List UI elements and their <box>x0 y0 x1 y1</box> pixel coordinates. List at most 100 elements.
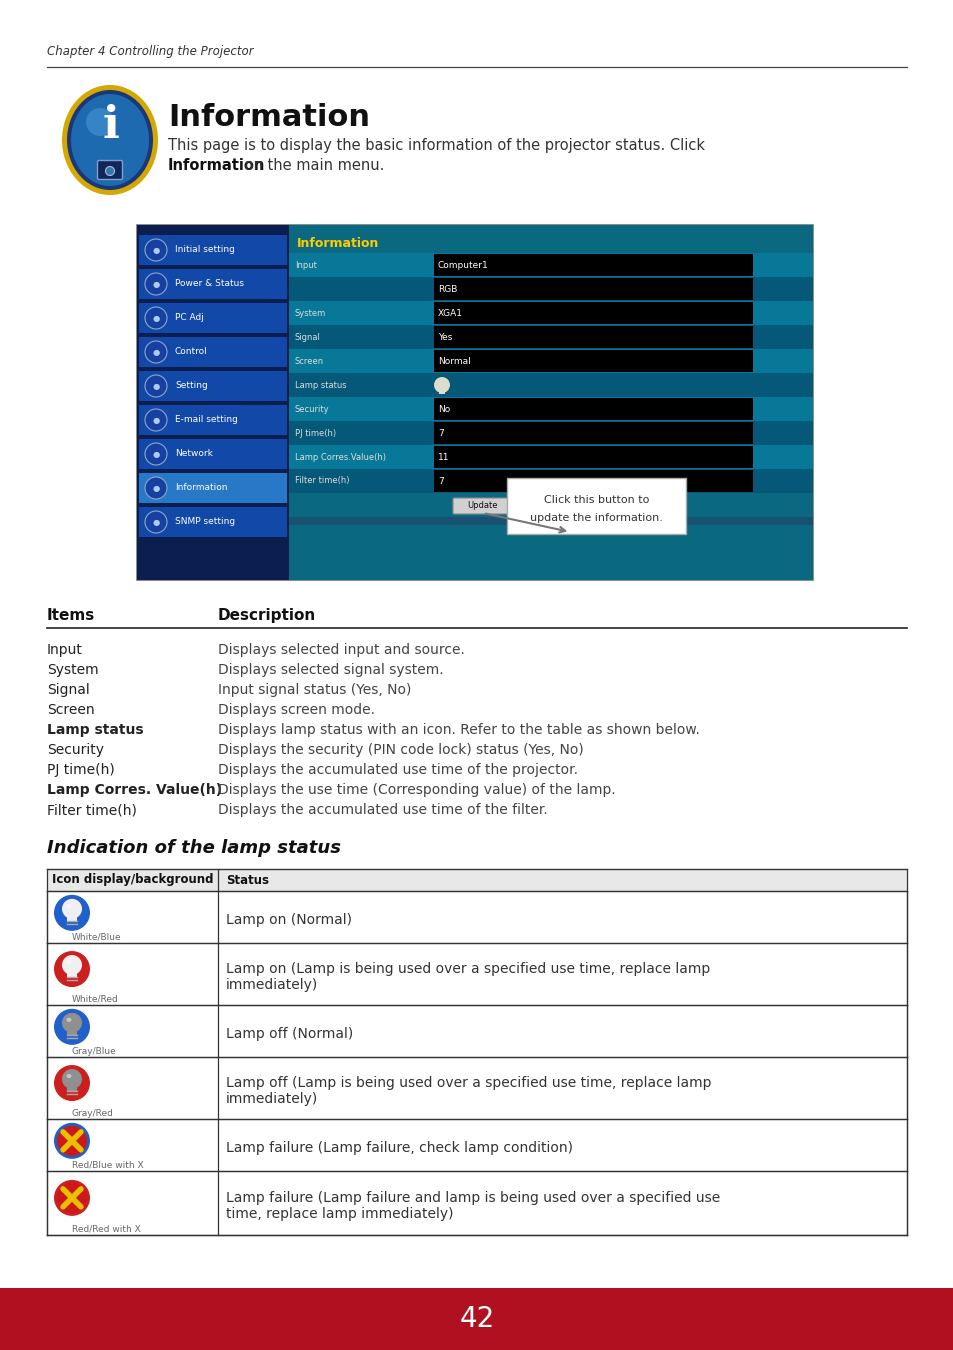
Circle shape <box>62 954 82 975</box>
Ellipse shape <box>67 1018 71 1022</box>
Bar <box>289 277 812 301</box>
Text: E-mail setting: E-mail setting <box>174 416 237 424</box>
Text: No: No <box>437 405 450 413</box>
Text: Chapter 4 Controlling the Projector: Chapter 4 Controlling the Projector <box>47 45 253 58</box>
Text: Power & Status: Power & Status <box>174 279 244 289</box>
Text: PJ time(h): PJ time(h) <box>47 763 114 778</box>
Circle shape <box>57 1126 87 1156</box>
Bar <box>139 235 287 265</box>
Text: White/Blue: White/Blue <box>71 933 121 942</box>
Text: ●: ● <box>152 483 159 493</box>
Bar <box>47 869 906 891</box>
Circle shape <box>145 477 167 500</box>
Bar <box>438 389 444 394</box>
Text: Input: Input <box>294 261 316 270</box>
Circle shape <box>145 512 167 533</box>
Bar <box>434 446 752 468</box>
Text: Network: Network <box>174 450 213 459</box>
Circle shape <box>145 443 167 464</box>
Bar <box>137 225 812 580</box>
FancyBboxPatch shape <box>97 161 122 180</box>
Text: Filter time(h): Filter time(h) <box>294 477 349 486</box>
Circle shape <box>145 306 167 329</box>
Circle shape <box>54 895 90 932</box>
Text: Lamp failure (Lamp failure and lamp is being used over a specified use: Lamp failure (Lamp failure and lamp is b… <box>226 1191 720 1206</box>
Ellipse shape <box>86 108 113 136</box>
Text: ●: ● <box>152 347 159 356</box>
Text: Yes: Yes <box>437 332 452 342</box>
Text: Information: Information <box>296 238 379 250</box>
Bar <box>67 968 77 977</box>
Text: on the main menu.: on the main menu. <box>240 158 384 173</box>
Text: i: i <box>103 104 119 147</box>
Text: Filter time(h): Filter time(h) <box>47 803 136 817</box>
Bar <box>47 891 906 944</box>
Bar <box>289 252 812 277</box>
Text: Lamp Corres. Value(h): Lamp Corres. Value(h) <box>47 783 222 796</box>
Text: Status: Status <box>226 873 269 887</box>
Text: Indication of the lamp status: Indication of the lamp status <box>47 838 340 857</box>
Bar <box>139 371 287 401</box>
Bar <box>434 398 752 420</box>
Bar <box>67 1083 77 1091</box>
Bar <box>289 325 812 350</box>
Text: ●: ● <box>152 279 159 289</box>
Bar <box>47 1057 906 1119</box>
Text: 7: 7 <box>437 477 443 486</box>
Bar <box>47 1170 906 1235</box>
Text: Displays selected signal system.: Displays selected signal system. <box>218 663 443 676</box>
Text: Information: Information <box>174 483 227 493</box>
Circle shape <box>66 1131 78 1143</box>
Text: ●: ● <box>152 382 159 390</box>
Bar <box>139 302 287 333</box>
FancyBboxPatch shape <box>506 478 685 535</box>
Ellipse shape <box>67 904 71 907</box>
Text: System: System <box>294 309 326 317</box>
Circle shape <box>145 409 167 431</box>
Text: Displays selected input and source.: Displays selected input and source. <box>218 643 464 657</box>
Text: immediately): immediately) <box>226 977 318 992</box>
Circle shape <box>62 1069 82 1089</box>
Bar <box>434 350 752 373</box>
Text: ●: ● <box>152 246 159 255</box>
Bar <box>434 470 752 491</box>
Text: Update: Update <box>467 501 497 510</box>
Text: Initial setting: Initial setting <box>174 246 234 255</box>
Circle shape <box>54 1065 90 1102</box>
Bar <box>137 225 289 580</box>
Bar <box>289 225 812 580</box>
Text: Security: Security <box>47 743 104 757</box>
Bar <box>434 423 752 444</box>
Text: Screen: Screen <box>294 356 324 366</box>
Text: Lamp on (Normal): Lamp on (Normal) <box>226 913 352 927</box>
Text: Red/Blue with X: Red/Blue with X <box>71 1161 144 1170</box>
Text: Gray/Red: Gray/Red <box>71 1108 113 1118</box>
Text: Setting: Setting <box>174 382 208 390</box>
Text: 7: 7 <box>437 428 443 437</box>
Bar <box>434 254 752 275</box>
Bar <box>47 1004 906 1057</box>
Bar <box>434 302 752 324</box>
Text: Click this button to: Click this button to <box>543 495 648 505</box>
Bar <box>139 508 287 537</box>
Text: Screen: Screen <box>47 703 94 717</box>
Circle shape <box>54 950 90 987</box>
Circle shape <box>62 1012 82 1033</box>
Text: ●: ● <box>152 313 159 323</box>
Text: 42: 42 <box>459 1305 494 1332</box>
Text: Normal: Normal <box>437 356 470 366</box>
Text: Lamp failure (Lamp failure, check lamp condition): Lamp failure (Lamp failure, check lamp c… <box>226 1141 573 1156</box>
Text: Description: Description <box>218 608 315 622</box>
Text: Icon display/background: Icon display/background <box>52 873 213 887</box>
Ellipse shape <box>67 960 71 964</box>
Text: SNMP setting: SNMP setting <box>174 517 234 526</box>
Bar <box>139 472 287 504</box>
Text: Input: Input <box>47 643 83 657</box>
Bar <box>289 446 812 468</box>
Circle shape <box>54 1008 90 1045</box>
Bar <box>289 468 812 493</box>
Text: ●: ● <box>152 517 159 526</box>
Text: Signal: Signal <box>294 332 320 342</box>
Text: Information: Information <box>168 158 265 173</box>
Circle shape <box>434 377 450 393</box>
